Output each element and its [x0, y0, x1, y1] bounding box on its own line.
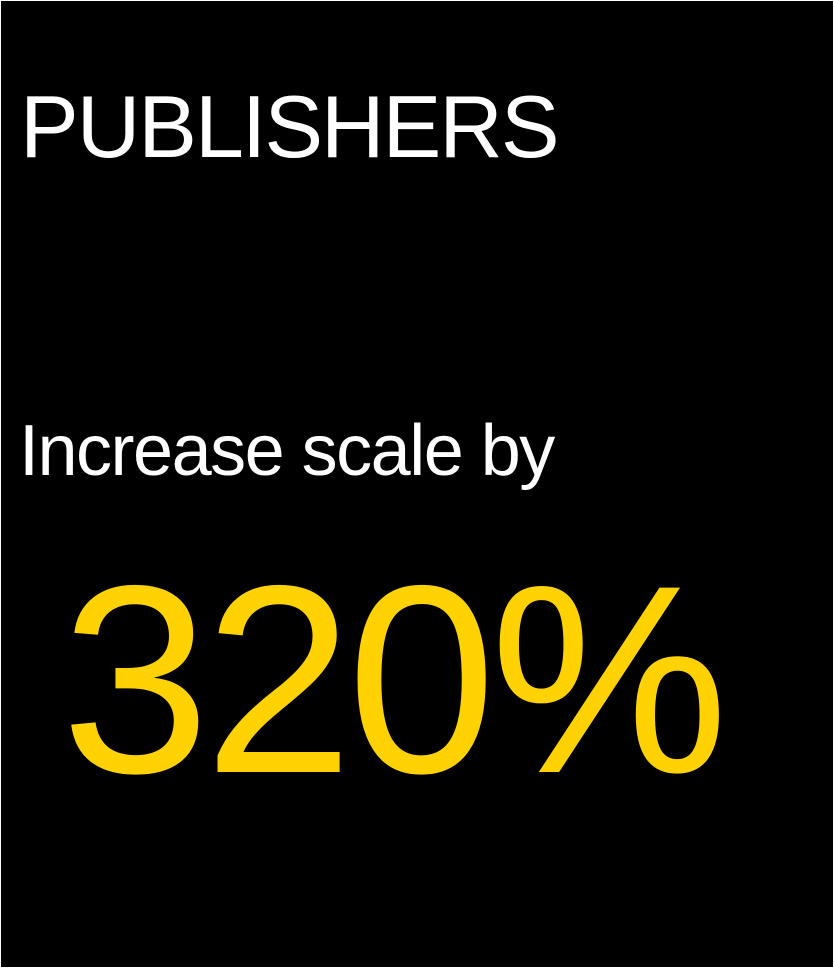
stat-value: 320%	[61, 529, 728, 829]
card-heading: PUBLISHERS	[20, 77, 560, 176]
card-subtext: Increase scale by	[19, 411, 555, 491]
